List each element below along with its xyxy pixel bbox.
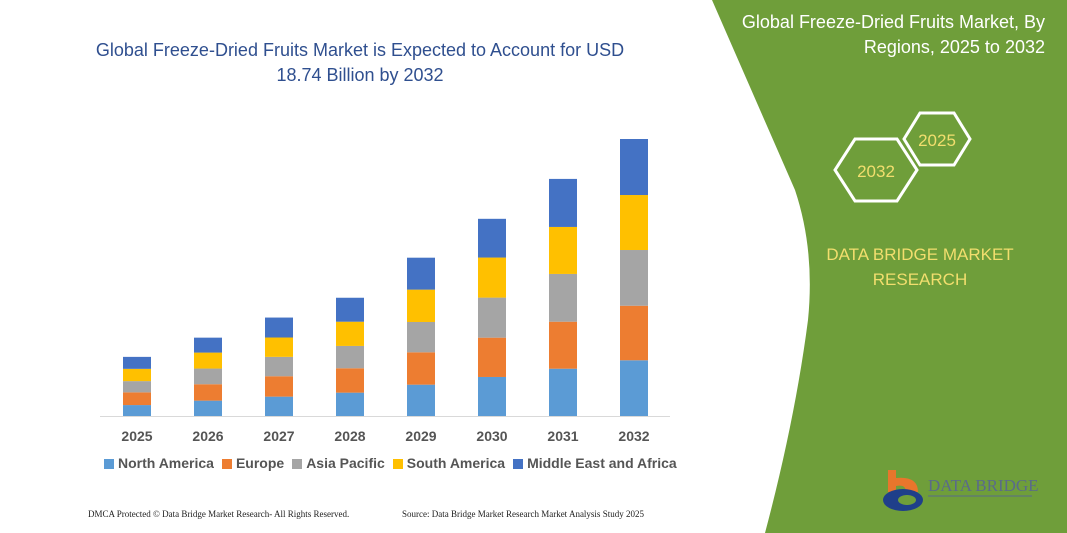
legend: North America Europe Asia Pacific South Ame… (104, 455, 677, 471)
legend-item: North America (104, 455, 214, 471)
x-tick-label: 2027 (263, 428, 294, 444)
bar-segment-asia-pacific-2028 (336, 345, 364, 369)
bar-segment-south-america-2032 (620, 195, 648, 251)
legend-label: Asia Pacific (306, 455, 385, 471)
legend-label: North America (118, 455, 214, 471)
x-tick-label: 2030 (476, 428, 507, 444)
bar-segment-europe-2026 (194, 384, 222, 401)
x-tick-label: 2025 (121, 428, 152, 444)
hexagon-2032 (833, 137, 919, 203)
bar-segment-middle-east-and-africa-2031 (549, 178, 577, 227)
legend-item: Middle East and Africa (513, 455, 677, 471)
legend-label: Europe (235, 455, 285, 471)
bar-segment-south-america-2025 (123, 368, 151, 382)
bar-segment-europe-2029 (407, 352, 435, 385)
bar-segment-europe-2028 (336, 368, 364, 393)
bar-segment-middle-east-and-africa-2029 (407, 257, 435, 290)
bar-segment-north-america-2030 (478, 376, 506, 416)
legend-swatch (392, 459, 403, 469)
legend-item: Asia Pacific (292, 455, 385, 471)
brand-text: DATA BRIDGE MARKET RESEARCH (826, 245, 1014, 289)
bar-segment-south-america-2026 (194, 352, 222, 369)
x-tick-label: 2029 (405, 428, 436, 444)
legend-swatch (292, 459, 303, 469)
side-title: Global Freeze-Dried Fruits Market, By Re… (741, 12, 1045, 57)
logo-text: DATA BRIDGE (928, 476, 1039, 495)
bar-segment-asia-pacific-2029 (407, 321, 435, 353)
x-tick-label: 2031 (547, 428, 578, 444)
x-tick-label: 2032 (618, 428, 649, 444)
legend-swatch (104, 459, 114, 469)
hex-label-2032: 2032 (857, 162, 895, 181)
x-tick-label: 2026 (192, 428, 223, 444)
hex-label-2025: 2025 (918, 131, 956, 150)
legend-swatch (513, 459, 524, 469)
bar-segment-south-america-2031 (549, 226, 577, 274)
legend-swatch (221, 459, 232, 469)
bar-segment-north-america-2032 (620, 360, 648, 416)
bar-segment-south-america-2029 (407, 289, 435, 322)
bar-segment-asia-pacific-2025 (123, 381, 151, 393)
green-panel (712, 0, 1067, 533)
bar-segment-europe-2031 (549, 321, 577, 369)
bar-segment-asia-pacific-2032 (620, 250, 648, 306)
bar-segment-middle-east-and-africa-2027 (265, 317, 293, 338)
footer-source: Source: Data Bridge Market Research Mark… (402, 509, 644, 519)
bar-segment-europe-2030 (478, 337, 506, 377)
bar-segment-north-america-2027 (265, 396, 293, 416)
bar-segment-europe-2027 (265, 376, 293, 397)
bar-segment-north-america-2028 (336, 392, 364, 416)
bar-segment-middle-east-and-africa-2030 (478, 218, 506, 258)
bar-segment-asia-pacific-2031 (549, 273, 577, 322)
bar-segment-asia-pacific-2030 (478, 297, 506, 338)
bar-segment-asia-pacific-2027 (265, 356, 293, 377)
bar-segment-middle-east-and-africa-2028 (336, 297, 364, 322)
bar-segment-north-america-2025 (123, 405, 151, 416)
bar-segment-north-america-2026 (194, 400, 222, 416)
chart-title: Global Freeze-Dried Fruits Market is Exp… (95, 40, 625, 85)
bar-segment-middle-east-and-africa-2025 (123, 356, 151, 369)
bar-segment-europe-2025 (123, 392, 151, 406)
legend-item: South America (392, 455, 506, 471)
footer-copyright: DMCA Protected © Data Bridge Market Rese… (88, 509, 350, 519)
legend-label: Middle East and Africa (527, 455, 677, 471)
bar-segment-south-america-2028 (336, 321, 364, 346)
x-tick-label: 2028 (334, 428, 365, 444)
legend-item: Europe (221, 455, 285, 471)
bar-segment-middle-east-and-africa-2026 (194, 337, 222, 353)
bar-segment-north-america-2029 (407, 384, 435, 416)
bar-segment-middle-east-and-africa-2032 (620, 139, 648, 196)
hexagon-2025 (902, 111, 972, 167)
logo-icon (883, 470, 923, 511)
bar-segment-south-america-2027 (265, 337, 293, 357)
legend-label: South America (406, 455, 506, 471)
bar-segment-asia-pacific-2026 (194, 368, 222, 385)
stacked-bar-chart: 2025 2026 2027 2028 2029 2030 2031 2032 (100, 139, 670, 444)
bar-segment-north-america-2031 (549, 368, 577, 416)
bar-segment-europe-2032 (620, 305, 648, 361)
bar-segment-south-america-2030 (478, 257, 506, 298)
